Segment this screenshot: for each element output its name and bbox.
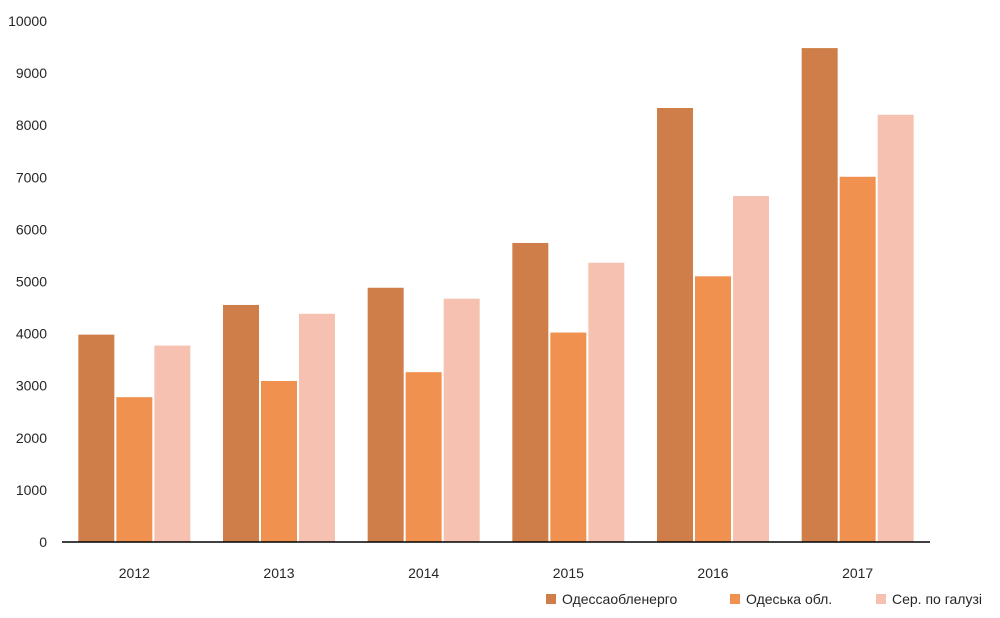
legend-label: Одеська обл. bbox=[746, 591, 832, 607]
bar-2012-series-0 bbox=[78, 334, 115, 542]
legend-swatch bbox=[876, 594, 886, 604]
bar-2016-series-1 bbox=[695, 276, 731, 542]
bar-2014-series-0 bbox=[367, 287, 404, 542]
legend-swatch bbox=[730, 594, 740, 604]
y-tick-label: 3000 bbox=[16, 378, 47, 394]
bar-2015-series-0 bbox=[512, 242, 549, 543]
bar-2017-series-2 bbox=[877, 114, 914, 542]
y-axis-tick-labels: 0 1000 2000 3000 4000 5000 6000 7000 8000 9000 100… bbox=[8, 13, 47, 550]
bar-2016-series-0 bbox=[657, 108, 693, 542]
y-tick-label: 0 bbox=[39, 534, 47, 550]
x-tick-label: 2013 bbox=[263, 565, 294, 581]
y-tick-label: 9000 bbox=[16, 65, 47, 81]
bar-2012-series-2 bbox=[154, 345, 191, 542]
x-axis-tick-labels: 2012 2013 2014 2015 2016 2017 bbox=[119, 565, 874, 581]
legend-swatch bbox=[546, 594, 556, 604]
y-tick-label: 7000 bbox=[16, 169, 47, 185]
bar-2014-series-2 bbox=[443, 298, 480, 542]
bar-2012-series-1 bbox=[116, 397, 153, 542]
legend-label: Одессаобленерго bbox=[562, 591, 678, 607]
x-tick-label: 2017 bbox=[842, 565, 873, 581]
bar-2013-series-1 bbox=[261, 381, 297, 542]
x-tick-label: 2012 bbox=[119, 565, 150, 581]
y-tick-label: 1000 bbox=[16, 482, 47, 498]
bar-2016-series-2 bbox=[733, 196, 769, 542]
y-tick-label: 2000 bbox=[16, 430, 47, 446]
x-tick-label: 2015 bbox=[553, 565, 584, 581]
y-tick-label: 4000 bbox=[16, 326, 47, 342]
x-tick-label: 2016 bbox=[697, 565, 728, 581]
y-tick-label: 5000 bbox=[16, 274, 47, 290]
bar-2015-series-1 bbox=[550, 332, 587, 542]
y-tick-label: 6000 bbox=[16, 221, 47, 237]
bar-2017-series-0 bbox=[801, 48, 838, 542]
bar-2015-series-2 bbox=[588, 262, 625, 542]
bar-2014-series-1 bbox=[405, 372, 442, 542]
y-tick-label: 10000 bbox=[8, 13, 47, 29]
bars bbox=[78, 48, 914, 543]
bar-2017-series-1 bbox=[839, 176, 876, 543]
legend-label: Сер. по галузі bbox=[892, 591, 982, 607]
x-tick-label: 2014 bbox=[408, 565, 439, 581]
legend: Одессаобленерго Одеська обл. Сер. по галуз… bbox=[546, 591, 982, 607]
bar-2013-series-2 bbox=[299, 313, 335, 542]
y-tick-label: 8000 bbox=[16, 117, 47, 133]
bar-2013-series-0 bbox=[223, 304, 259, 542]
